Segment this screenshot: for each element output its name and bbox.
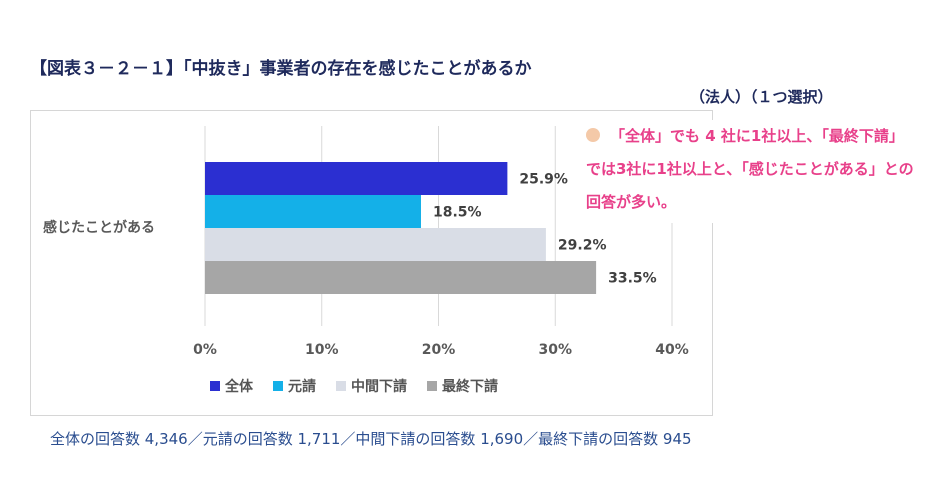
legend-swatch — [210, 381, 220, 391]
x-tick-label: 40% — [655, 342, 689, 358]
bar-3 — [205, 261, 597, 294]
bar-1 — [205, 195, 421, 228]
bar-2 — [205, 228, 546, 261]
x-tick-label: 30% — [538, 342, 572, 358]
chart-subtitle: （法人）（１つ選択） — [690, 88, 833, 106]
legend-label: 中間下請 — [351, 379, 407, 395]
legend-label: 元請 — [288, 379, 316, 395]
data-label: 33.5% — [608, 271, 657, 287]
bar-0 — [205, 162, 508, 195]
legend-label: 最終下請 — [442, 379, 498, 395]
response-count-footnote: 全体の回答数 4,346／元請の回答数 1,711／中間下請の回答数 1,690… — [50, 430, 692, 448]
legend-swatch — [273, 381, 283, 391]
legend-item: 元請 — [273, 376, 316, 396]
legend-label: 全体 — [225, 379, 253, 395]
annotation-text: 「全体」でも 4 社に1社以上、「最終下請」では3社に1社以上と、「感じたことが… — [586, 127, 914, 211]
x-tick-label: 20% — [422, 342, 456, 358]
legend-swatch — [336, 381, 346, 391]
x-tick-label: 0% — [193, 342, 217, 358]
x-tick-label: 10% — [305, 342, 339, 358]
chart-title: 【図表３－２－１】「中抜き」事業者の存在を感じたことがあるか — [30, 59, 532, 79]
chart-legend: 全体 元請 中間下請 最終下請 — [210, 376, 498, 396]
legend-item: 全体 — [210, 376, 253, 396]
legend-item: 最終下請 — [427, 376, 498, 396]
data-label: 29.2% — [558, 238, 607, 254]
annotation-callout: 「全体」でも 4 社に1社以上、「最終下請」では3社に1社以上と、「感じたことが… — [586, 120, 920, 223]
legend-swatch — [427, 381, 437, 391]
chart-frame: 0% 10% 20% 30% 40% 感じたことがある 25.9% 18.5% 29.2% 33.… — [30, 110, 713, 416]
category-label: 感じたことがある — [43, 219, 155, 236]
bullet-icon — [586, 128, 600, 142]
data-label: 25.9% — [519, 172, 568, 188]
legend-item: 中間下請 — [336, 376, 407, 396]
data-label: 18.5% — [433, 205, 482, 221]
bar-chart: 0% 10% 20% 30% 40% 感じたことがある 25.9% 18.5% 29.2% 33.… — [43, 126, 689, 358]
